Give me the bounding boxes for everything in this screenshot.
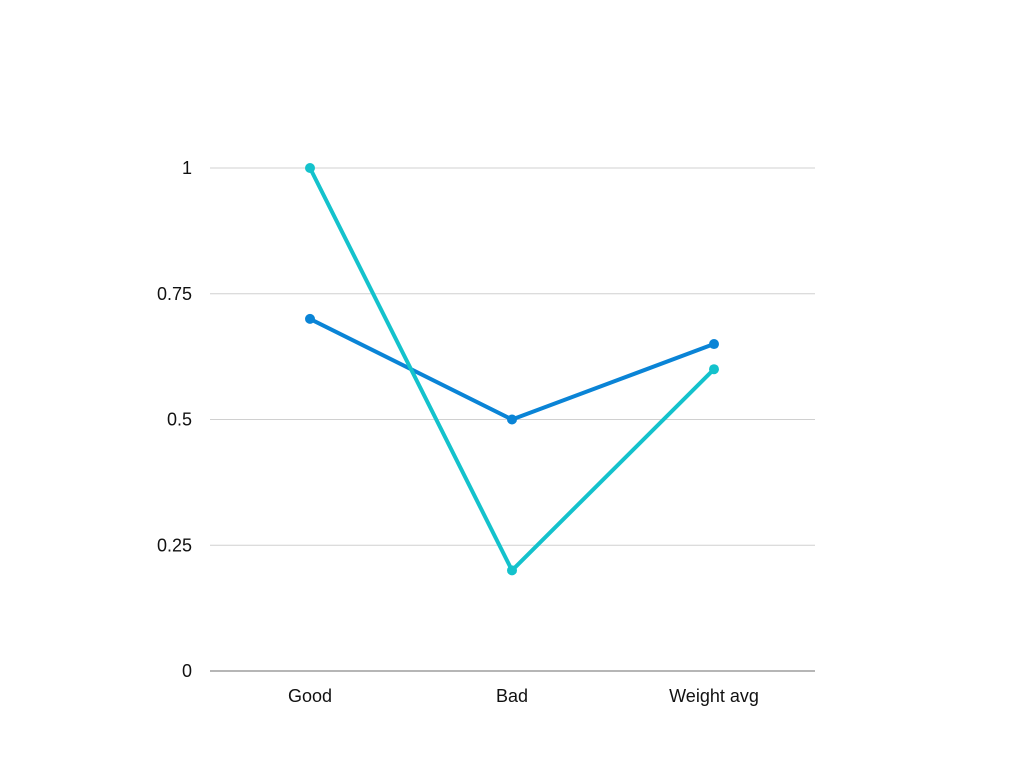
y-tick-label: 0 [182, 661, 192, 681]
y-axis-tick-labels: 0 0.25 0.5 0.75 1 [157, 158, 192, 681]
y-tick-label: 0.5 [167, 410, 192, 430]
data-point [305, 163, 315, 173]
y-tick-label: 0.75 [157, 284, 192, 304]
series-lines [305, 163, 719, 576]
series-line [308, 166, 716, 573]
data-point [305, 313, 315, 324]
y-tick-label: 1 [182, 158, 192, 178]
series-2 [305, 163, 719, 576]
series-line [308, 316, 716, 422]
x-tick-label: Good [288, 686, 332, 706]
data-point [709, 339, 719, 350]
data-point [507, 414, 517, 425]
series-1 [305, 313, 719, 425]
x-tick-label: Weight avg [669, 686, 759, 706]
y-tick-label: 0.25 [157, 535, 192, 555]
data-point [709, 364, 719, 375]
gridlines [210, 167, 815, 546]
x-tick-label: Bad [496, 686, 528, 706]
data-point [507, 565, 517, 576]
x-axis-tick-labels: Good Bad Weight avg [288, 686, 759, 706]
